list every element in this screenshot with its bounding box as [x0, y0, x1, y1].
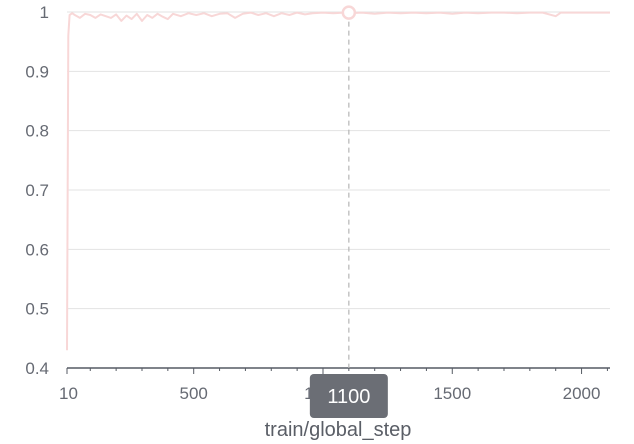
y-tick-label: 0.8 — [25, 122, 49, 141]
x-tick-label: 500 — [180, 384, 208, 403]
x-tick-label: 2000 — [563, 384, 601, 403]
series-line-0 — [66, 11, 610, 351]
series-group — [66, 11, 610, 351]
y-tick-label: 0.7 — [25, 181, 49, 200]
y-tick-label: 0.9 — [25, 62, 49, 81]
x-axis-label: train/global_step — [265, 419, 412, 441]
x-hover-tooltip-label: 1100 — [327, 386, 370, 408]
y-tick-label: 0.6 — [25, 240, 49, 259]
y-tick-label: 0.5 — [25, 300, 49, 319]
x-tick-label: 10 — [59, 384, 78, 403]
y-tick-label: 0.4 — [25, 359, 49, 378]
grid-lines — [67, 11, 610, 310]
hover-point-marker[interactable] — [341, 5, 357, 20]
hover-crosshair[interactable]: 1100 — [309, 5, 388, 418]
y-tick-label: 1 — [40, 3, 49, 22]
y-axis-tick-labels: 1 0.9 0.8 0.7 0.6 0.5 0.4 — [25, 3, 49, 378]
x-tick-label: 1500 — [433, 384, 471, 403]
x-hover-tooltip — [309, 374, 388, 418]
